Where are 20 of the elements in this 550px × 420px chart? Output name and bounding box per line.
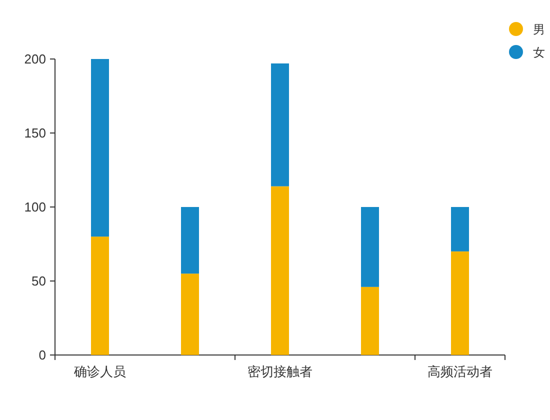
- bar: [361, 286, 379, 355]
- legend-label: 男: [533, 22, 545, 36]
- legend-label: 女: [533, 46, 545, 60]
- x-tick-label: 密切接触者: [248, 364, 312, 379]
- bar: [451, 251, 469, 355]
- bar: [181, 274, 199, 355]
- x-tick-label: 高频活动者: [428, 364, 492, 379]
- y-tick-label: 100: [24, 200, 46, 214]
- y-tick-label: 50: [32, 274, 46, 288]
- bar: [361, 207, 379, 287]
- bar: [451, 207, 469, 252]
- bar: [91, 59, 109, 237]
- bar: [271, 186, 289, 355]
- bar: [181, 207, 199, 274]
- y-tick-label: 150: [24, 126, 46, 140]
- y-tick-label: 200: [24, 52, 46, 66]
- bar: [271, 63, 289, 186]
- y-tick-label: 0: [38, 348, 46, 362]
- bar: [91, 236, 109, 355]
- x-tick-label: 确诊人员: [73, 364, 126, 379]
